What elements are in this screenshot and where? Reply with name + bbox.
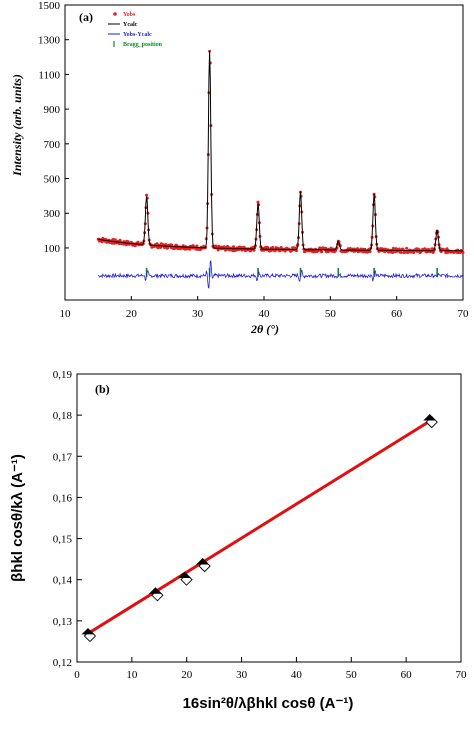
- panel-b-ticks: 0 10 20 30 40 50 60 70 0,12 0,13 0,14 0,15 0,16 0,17 0…: [53, 369, 467, 681]
- yobs-point: [195, 244, 199, 248]
- x-tick-label: 40: [291, 669, 303, 681]
- x-tick-label: 20: [181, 669, 193, 681]
- yobs-point: [118, 238, 122, 242]
- series-yobs: [96, 49, 465, 255]
- y-tick-label: 1300: [38, 35, 61, 47]
- y-tick-label: 0,17: [53, 451, 73, 463]
- y-tick-label: 0,18: [53, 410, 73, 422]
- x-tick-label: 10: [60, 308, 72, 320]
- y-tick-label: 0,14: [53, 575, 73, 587]
- data-point-filled-diamond: [196, 558, 210, 565]
- legend-ycalc-label: Ycalc: [123, 22, 138, 28]
- yobs-point: [166, 246, 170, 250]
- legend-diff-label: Yobs-Ycalc: [123, 32, 152, 38]
- panel-a: 10 20 30 40 50 60 70 100 300 500 700 900 1100 1300 150…: [10, 0, 469, 336]
- yobs-point: [399, 251, 403, 254]
- legend-bragg-label: Bragg_position: [123, 42, 163, 48]
- x-tick-label: 30: [236, 669, 248, 681]
- x-tick-label: 70: [456, 669, 468, 681]
- data-point-filled-diamond: [81, 627, 95, 635]
- yobs-point: [145, 193, 149, 197]
- yobs-point: [113, 238, 117, 242]
- y-tick-label: 500: [44, 174, 61, 186]
- x-tick-label: 70: [458, 308, 470, 320]
- legend-yobs-label: Yobs: [123, 12, 136, 18]
- x-tick-label: 0: [74, 669, 80, 681]
- y-tick-label: 100: [44, 243, 61, 255]
- x-tick-label: 50: [346, 669, 358, 681]
- y-tick-label: 0,15: [53, 534, 73, 546]
- y-tick-label: 1100: [38, 69, 60, 81]
- yobs-point: [445, 247, 449, 251]
- x-tick-label: 10: [126, 669, 138, 681]
- panel-b: 0 10 20 30 40 50 60 70 0,12 0,13 0,14 0,15 0,16 0,17 0…: [9, 369, 467, 712]
- yobs-point: [368, 250, 372, 254]
- yobs-point: [278, 249, 282, 253]
- x-tick-label: 40: [259, 308, 271, 320]
- x-tick-label: 30: [192, 308, 204, 320]
- y-tick-label: 0,13: [53, 616, 73, 628]
- yobs-point: [320, 250, 324, 254]
- data-point-filled-diamond: [423, 414, 437, 421]
- panel-a-frame: [64, 4, 464, 301]
- yobs-point: [405, 246, 409, 250]
- data-point-filled-diamond: [178, 571, 191, 579]
- panel-a-legend: Yobs Ycalc Yobs-Ycalc Bragg_position: [108, 12, 163, 48]
- yobs-point: [136, 240, 140, 244]
- series-yobs-ycalc: [98, 260, 464, 289]
- series-ycalc: [98, 50, 463, 252]
- panel-b-points: [81, 414, 438, 643]
- y-tick-label: 1500: [38, 0, 61, 12]
- yobs-point: [170, 243, 174, 247]
- y-tick-label: 0,16: [53, 492, 73, 504]
- panel-b-label: (b): [95, 382, 110, 396]
- y-tick-label: 700: [44, 139, 61, 151]
- yobs-point: [397, 247, 401, 251]
- fit-line: [84, 419, 432, 637]
- yobs-point: [461, 251, 465, 255]
- y-tick-label: 300: [44, 208, 61, 220]
- y-tick-label: 0,19: [53, 369, 73, 381]
- panel-b-xlabel: 16sin²θ/λβhkl cosθ (A⁻¹): [183, 695, 354, 712]
- panel-b-ylabel: βhkl cosθ/kλ (A⁻¹): [9, 454, 26, 582]
- panel-a-ylabel: Intensity (arb. units): [10, 74, 24, 177]
- x-tick-label: 60: [401, 669, 413, 681]
- legend-yobs-marker: [113, 12, 117, 16]
- yobs-point: [271, 245, 275, 249]
- panel-a-ticks: 10 20 30 40 50 60 70 100 300 500 700 900 1100 1300 150…: [38, 0, 469, 320]
- panel-a-xlabel: 2θ (°): [250, 322, 279, 336]
- y-tick-label: 0,12: [53, 657, 72, 669]
- x-tick-label: 50: [325, 308, 337, 320]
- yobs-point: [256, 200, 260, 204]
- x-tick-label: 60: [391, 308, 403, 320]
- data-point-filled-diamond: [148, 587, 162, 594]
- panel-b-frame: [76, 373, 462, 663]
- yobs-point: [164, 243, 168, 246]
- panel-a-label: (a): [79, 10, 93, 24]
- x-tick-label: 20: [126, 308, 138, 320]
- yobs-point: [155, 242, 159, 246]
- y-tick-label: 900: [44, 104, 61, 116]
